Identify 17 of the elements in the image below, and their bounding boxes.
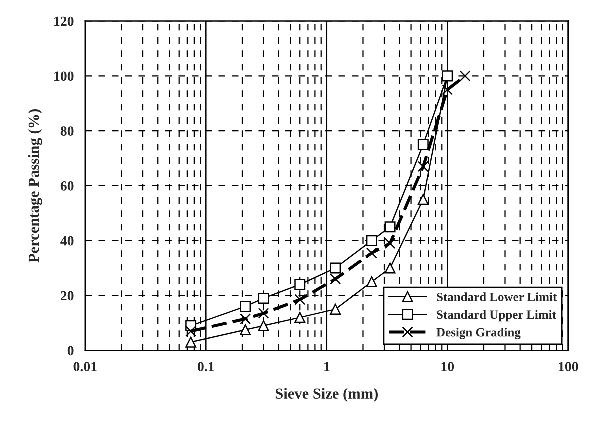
x-tick-label: 1 <box>324 362 330 372</box>
legend-label: Standard Lower Limit <box>437 292 558 302</box>
x-axis-title: Sieve Size (mm) <box>276 388 378 402</box>
legend-label: Standard Upper Limit <box>437 310 556 322</box>
y-tick-label: 60 <box>60 182 74 191</box>
legend-label: Design Grading <box>436 328 521 340</box>
x-tick-label: 0.1 <box>198 362 214 372</box>
y-tick-label: 100 <box>54 72 74 82</box>
y-tick-label: 120 <box>54 16 74 26</box>
y-axis-title: Percentage Passing (%) <box>28 110 42 263</box>
y-tick-label: 40 <box>60 236 74 246</box>
x-tick-label: 0.01 <box>74 362 97 372</box>
x-tick-label: 10 <box>442 362 454 372</box>
y-tick-label: 80 <box>60 126 74 136</box>
y-tick-label: 0 <box>68 346 74 356</box>
x-tick-label: 100 <box>559 362 578 372</box>
y-tick-label: 20 <box>60 291 74 301</box>
